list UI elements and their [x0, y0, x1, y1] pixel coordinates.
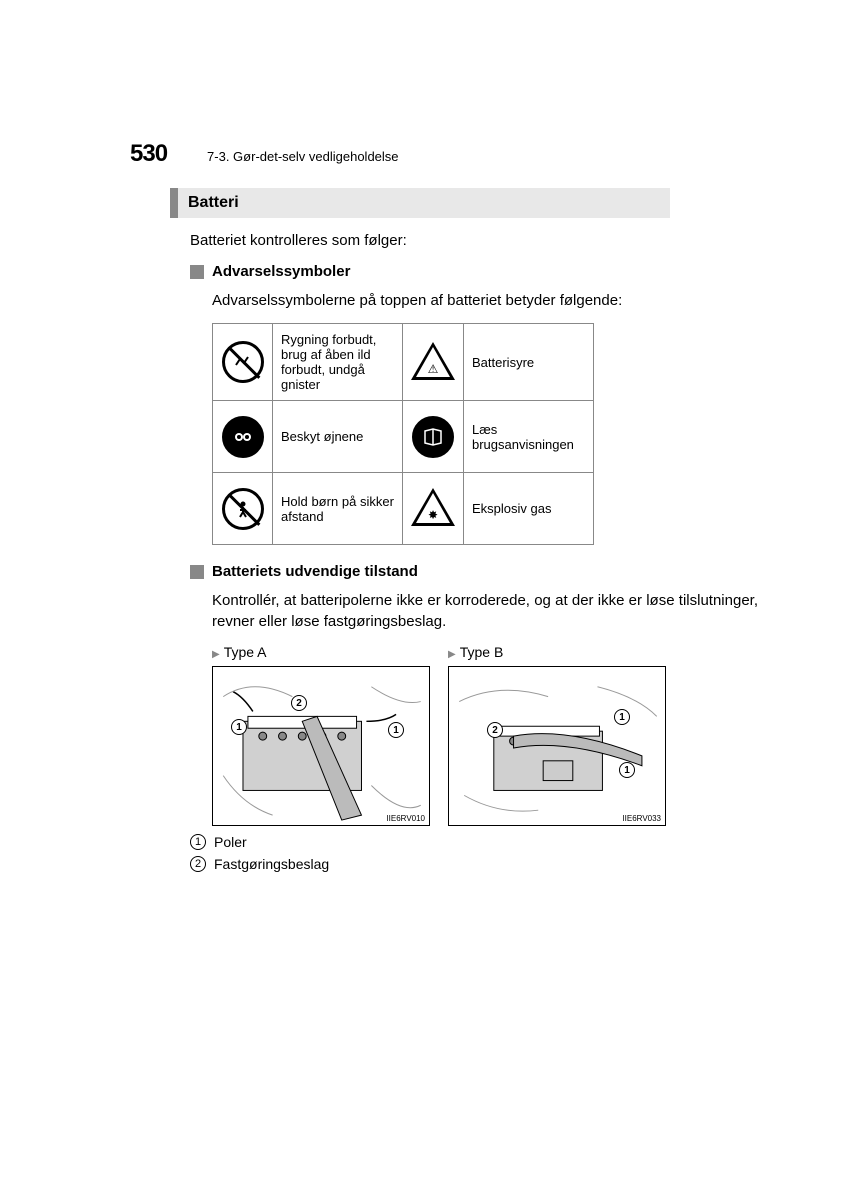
subsection-2-text: Kontrollér, at batteripolerne ikke er ko… [212, 590, 758, 632]
manual-icon [403, 401, 464, 473]
subhead-label: Advarselssymboler [212, 263, 350, 280]
explosive-icon: ✸ [403, 473, 464, 545]
manual-text: Læs brugsanvisningen [464, 401, 594, 473]
goggles-text: Beskyt øjnene [273, 401, 403, 473]
legend-label-1: Poler [214, 834, 247, 850]
type-a-label: Type A [212, 644, 430, 660]
children-text: Hold børn på sikker afstand [273, 473, 403, 545]
legend-label-2: Fastgøringsbeslag [214, 856, 329, 872]
explosive-text: Eksplosiv gas [464, 473, 594, 545]
acid-icon: ⚠ [403, 324, 464, 401]
page-header: 530 7-3. Gør-det-selv vedligeholdelse [130, 140, 758, 168]
subhead-label: Batteriets udvendige tilstand [212, 563, 418, 580]
section-title: Batteri [170, 188, 670, 218]
page-number: 530 [130, 140, 167, 168]
keep-children-away-icon [213, 473, 273, 545]
section-path: 7-3. Gør-det-selv vedligeholdelse [207, 149, 398, 164]
legend-number-1: 1 [190, 834, 206, 850]
subsection-1-heading: Advarselssymboler [190, 263, 758, 280]
no-smoking-text: Rygning forbudt, brug af åben ild forbud… [273, 324, 403, 401]
warning-symbol-table: Rygning forbudt, brug af åben ild forbud… [212, 323, 594, 545]
bullet-icon [190, 565, 204, 579]
no-smoking-icon [213, 324, 273, 401]
type-b-label: Type B [448, 644, 666, 660]
legend-number-2: 2 [190, 856, 206, 872]
acid-text: Batterisyre [464, 324, 594, 401]
figure-b-caption: IIE6RV033 [622, 814, 661, 823]
figure-a-caption: IIE6RV010 [386, 814, 425, 823]
figure-type-a: 1 2 1 IIE6RV010 [212, 666, 430, 826]
intro-text: Batteriet kontrolleres som følger: [190, 232, 758, 249]
figure-type-b: 2 1 1 IIE6RV033 [448, 666, 666, 826]
goggles-icon [213, 401, 273, 473]
subsection-2-heading: Batteriets udvendige tilstand [190, 563, 758, 580]
figure-legend: 1 Poler 2 Fastgøringsbeslag [190, 834, 758, 872]
subsection-1-text: Advarselssymbolerne på toppen af batteri… [212, 290, 758, 311]
bullet-icon [190, 265, 204, 279]
figures-row: Type A 1 2 1 IIE6RV010 [212, 644, 758, 826]
